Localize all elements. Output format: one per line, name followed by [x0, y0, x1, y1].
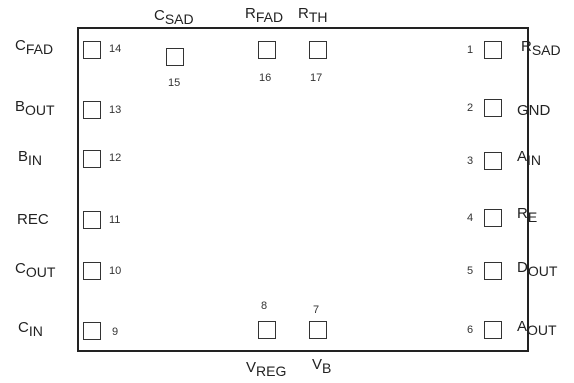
bond-pad-6: [484, 321, 502, 339]
bond-pad-16: [258, 41, 276, 59]
chip-die-outline: [77, 27, 529, 352]
pin-label-vreg-sub: REG: [256, 363, 287, 379]
pin-label-bout-sub: OUT: [25, 102, 55, 118]
pin-label-vb-main: V: [312, 356, 323, 373]
pin-label-rfad-main: R: [245, 5, 256, 22]
pin-label-rth: RTH: [298, 5, 328, 25]
pin-label-re-main: R: [517, 205, 528, 222]
pin-label-cout-main: C: [15, 260, 26, 277]
pad-number-8: 8: [261, 300, 268, 312]
pad-number-13: 13: [109, 104, 122, 116]
pad-number-17: 17: [310, 72, 323, 84]
pin-label-rsad: RSAD: [521, 38, 561, 58]
pad-number-10: 10: [109, 265, 122, 277]
bond-pad-1: [484, 41, 502, 59]
pad-number-14: 14: [109, 43, 122, 55]
pin-label-rfad: RFAD: [245, 5, 283, 25]
pin-label-aout-sub: OUT: [527, 322, 557, 338]
pad-number-3: 3: [467, 155, 474, 167]
pin-label-gnd-main: GND: [517, 102, 551, 119]
pin-label-ain-main: A: [517, 148, 528, 165]
pin-label-dout-sub: OUT: [527, 263, 558, 279]
pin-label-bin-main: B: [18, 148, 29, 165]
bond-pad-13: [83, 101, 101, 119]
pad-number-15: 15: [168, 77, 181, 89]
bond-pad-12: [83, 150, 101, 168]
bond-pad-3: [484, 152, 502, 170]
pad-number-11: 11: [109, 214, 121, 226]
pin-label-ain: AIN: [517, 148, 541, 168]
pin-label-cin-main: C: [18, 319, 29, 336]
pin-label-cfad: CFAD: [15, 37, 53, 57]
pad-number-5: 5: [467, 265, 474, 277]
pin-label-cout: COUT: [15, 260, 55, 280]
pin-label-bin-sub: IN: [28, 152, 43, 168]
pin-label-re: RE: [517, 205, 537, 225]
bond-pad-9: [83, 322, 101, 340]
pin-label-vreg-main: V: [246, 359, 257, 376]
pad-number-7: 7: [313, 304, 320, 316]
pin-label-dout-main: D: [517, 259, 528, 276]
pin-label-vb: VB: [312, 356, 331, 376]
pin-label-bin: BIN: [18, 148, 42, 168]
pin-label-bout-main: B: [15, 98, 26, 115]
bond-pad-14: [83, 41, 101, 59]
pad-number-2: 2: [467, 102, 474, 114]
pin-label-csad: CSAD: [154, 7, 194, 27]
pin-label-vreg: VREG: [246, 359, 286, 379]
pin-label-vb-sub: B: [322, 360, 332, 376]
pin-label-bout: BOUT: [15, 98, 55, 118]
pin-label-re-sub: E: [527, 209, 538, 225]
bond-pad-5: [484, 262, 502, 280]
pad-number-4: 4: [467, 212, 474, 224]
bond-pad-8: [258, 321, 276, 339]
pin-label-cin-sub: IN: [28, 323, 43, 339]
pad-number-12: 12: [109, 152, 122, 164]
pin-label-aout-main: A: [517, 318, 528, 335]
pin-label-dout: DOUT: [517, 259, 557, 279]
bond-pad-2: [484, 99, 502, 117]
pin-label-cfad-main: C: [15, 37, 26, 54]
pin-label-rsad-main: R: [521, 38, 532, 55]
pin-label-csad-main: C: [154, 7, 165, 24]
bond-pad-7: [309, 321, 327, 339]
pin-label-rsad-sub: SAD: [531, 42, 561, 58]
pad-number-9: 9: [112, 326, 119, 338]
bond-pad-15: [166, 48, 184, 66]
bond-pad-10: [83, 262, 101, 280]
pin-label-csad-sub: SAD: [164, 11, 194, 27]
bond-pad-4: [484, 209, 502, 227]
pin-label-rec: REC: [17, 212, 49, 227]
pin-label-aout: AOUT: [517, 318, 557, 338]
pin-label-cout-sub: OUT: [25, 264, 56, 280]
pin-label-rth-sub: TH: [308, 9, 328, 25]
bond-pad-17: [309, 41, 327, 59]
bond-pad-11: [83, 211, 101, 229]
pad-number-16: 16: [259, 72, 272, 84]
pin-label-rth-main: R: [298, 5, 309, 22]
pin-label-cin: CIN: [18, 319, 43, 339]
pin-label-gnd: GND: [517, 103, 550, 118]
pin-label-cfad-sub: FAD: [25, 41, 54, 57]
pin-label-rfad-sub: FAD: [255, 9, 284, 25]
pad-number-6: 6: [467, 324, 474, 336]
pin-label-ain-sub: IN: [527, 152, 542, 168]
pin-label-rec-main: REC: [17, 211, 49, 228]
pad-number-1: 1: [467, 44, 474, 56]
